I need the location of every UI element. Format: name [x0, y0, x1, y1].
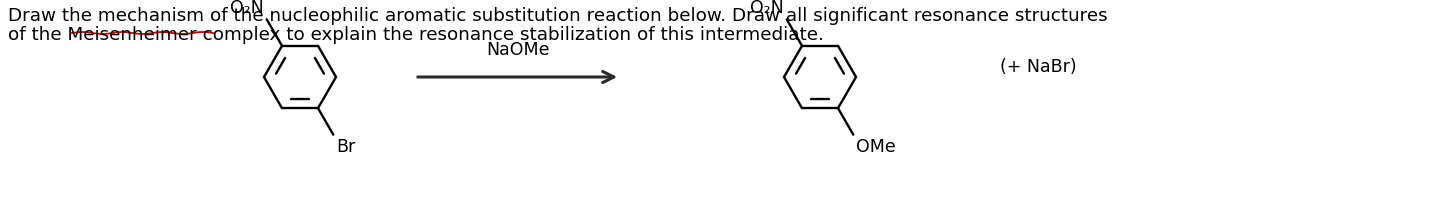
Text: NaOMe: NaOMe [486, 41, 550, 59]
Text: OMe: OMe [857, 138, 896, 156]
Text: (+ NaBr): (+ NaBr) [1000, 58, 1076, 76]
Text: of the Meisenheimer complex to explain the resonance stabilization of this inter: of the Meisenheimer complex to explain t… [9, 26, 824, 44]
Text: O₂N: O₂N [231, 0, 264, 17]
Text: Br: Br [336, 138, 355, 156]
Text: Draw the mechanism of the nucleophilic aromatic substitution reaction below. Dra: Draw the mechanism of the nucleophilic a… [9, 7, 1108, 25]
Text: O₂N: O₂N [750, 0, 783, 17]
